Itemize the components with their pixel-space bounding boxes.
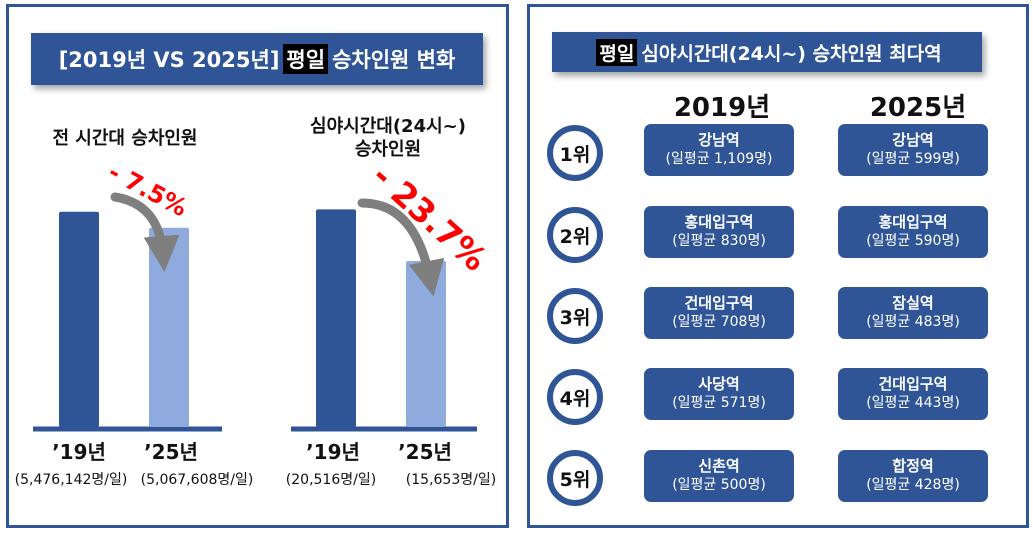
right-title-highlight: 평일: [596, 38, 638, 66]
bar-2025: [149, 227, 189, 427]
chart2-title-line2: 승차인원: [354, 139, 422, 160]
chart2-title-line1: 심야시간대(24시~): [310, 116, 466, 137]
category-label: ’25년: [144, 440, 198, 464]
station-name: 건대입구역: [684, 294, 754, 312]
station-2019-rank1: 강남역 (일평균 1,109명): [644, 124, 794, 176]
station-2019-rank2: 홍대입구역 (일평균 830명): [644, 206, 794, 258]
rank-badge: 4위: [547, 369, 603, 425]
rank-badge: 5위: [547, 450, 603, 506]
decrease-arrow: [357, 198, 445, 297]
value-label: (15,653명/일): [406, 472, 496, 488]
station-2019-rank3: 건대입구역 (일평균 708명): [644, 287, 794, 339]
station-name: 강남역: [892, 131, 934, 149]
station-daily-average: (일평균 599명): [866, 151, 960, 167]
station-2019-rank4: 사당역 (일평균 571명): [644, 368, 794, 420]
station-daily-average: (일평균 571명): [672, 395, 766, 411]
station-daily-average: (일평균 428명): [866, 477, 960, 493]
bar-2019: [59, 211, 99, 427]
rank-badge: 2위: [547, 207, 603, 263]
left-title-highlight: 평일: [283, 44, 329, 74]
left-title-prefix: [2019년 VS 2025년]: [58, 48, 280, 72]
station-daily-average: (일평균 443명): [866, 395, 960, 411]
station-name: 잠실역: [892, 294, 934, 312]
station-daily-average: (일평균 590명): [866, 233, 960, 249]
value-label: (5,476,142명/일): [15, 472, 128, 488]
station-name: 신촌역: [698, 457, 740, 475]
chart1-title: 전 시간대 승차인원: [52, 128, 198, 149]
category-label: ’19년: [52, 440, 106, 464]
station-name: 합정역: [892, 457, 934, 475]
station-name: 사당역: [698, 375, 740, 393]
decrease-arrow: [110, 192, 180, 272]
station-name: 강남역: [698, 131, 740, 149]
station-daily-average: (일평균 483명): [866, 314, 960, 330]
rank-badge: 3위: [547, 288, 603, 344]
right-title-suffix: 심야시간대(24시~) 승차인원 최다역: [641, 42, 942, 65]
station-2025-rank5: 합정역 (일평균 428명): [838, 450, 988, 502]
station-2019-rank5: 신촌역 (일평균 500명): [644, 450, 794, 502]
left-title-banner: [2019년 VS 2025년] 평일 승차인원 변화: [31, 33, 483, 85]
rank-badge: 1위: [547, 125, 603, 181]
category-label: ’25년: [398, 440, 452, 464]
bar-2019: [316, 209, 356, 427]
value-label: (20,516명/일): [286, 472, 376, 488]
station-2025-rank2: 홍대입구역 (일평균 590명): [838, 206, 988, 258]
station-name: 홍대입구역: [684, 213, 754, 231]
right-panel: 평일 심야시간대(24시~) 승차인원 최다역 2019년 2025년 1위 강…: [527, 4, 1029, 528]
year-2019-heading: 2019년: [673, 93, 771, 123]
chart2-title: 심야시간대(24시~) 승차인원: [285, 115, 491, 161]
left-title-suffix: 승차인원 변화: [332, 48, 456, 72]
station-daily-average: (일평균 830명): [672, 233, 766, 249]
station-daily-average: (일평균 1,109명): [665, 151, 773, 167]
bar-charts: ’19년(5,476,142명/일)’25년(5,067,608명/일)- 7.…: [15, 156, 497, 488]
station-2025-rank4: 건대입구역 (일평균 443명): [838, 368, 988, 420]
year-2025-heading: 2025년: [869, 93, 967, 123]
left-panel: [2019년 VS 2025년] 평일 승차인원 변화 전 시간대 승차인원 심…: [6, 4, 509, 528]
station-daily-average: (일평균 708명): [672, 314, 766, 330]
bar-2025: [406, 261, 446, 427]
station-daily-average: (일평균 500명): [672, 477, 766, 493]
station-2025-rank3: 잠실역 (일평균 483명): [838, 287, 988, 339]
station-name: 홍대입구역: [878, 213, 948, 231]
category-label: ’19년: [306, 440, 360, 464]
value-label: (5,067,608명/일): [141, 472, 254, 488]
station-name: 건대입구역: [878, 375, 948, 393]
station-2025-rank1: 강남역 (일평균 599명): [838, 124, 988, 176]
right-title-banner: 평일 심야시간대(24시~) 승차인원 최다역: [552, 32, 982, 72]
